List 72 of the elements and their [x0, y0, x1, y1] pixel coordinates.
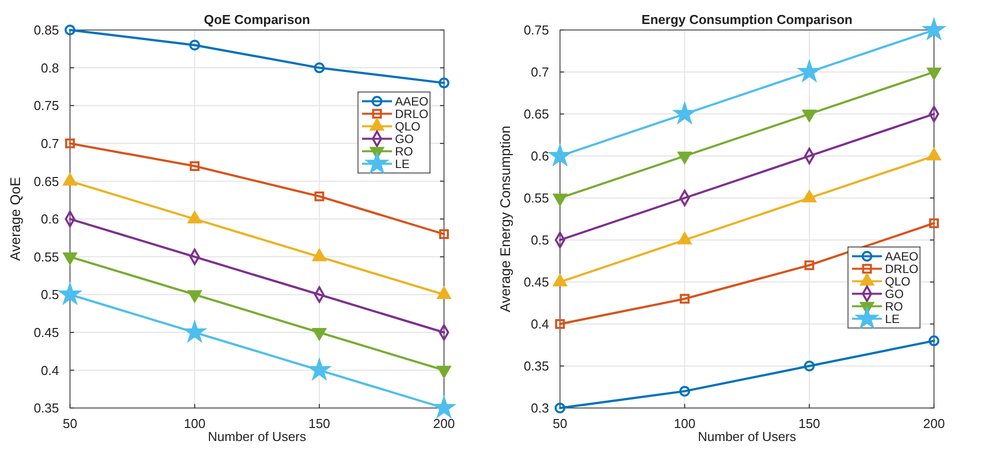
x-axis-title: Number of Users — [698, 429, 797, 444]
point — [679, 386, 690, 397]
x-tick-label: 100 — [674, 416, 696, 431]
legend-label: LE — [885, 312, 900, 326]
point — [804, 260, 814, 270]
y-tick-label: 0.3 — [530, 400, 549, 416]
y-axis-title: Average Energy Consumption — [497, 126, 513, 312]
y-tick-label: 0.55 — [34, 249, 59, 264]
point — [927, 148, 941, 160]
x-tick-label: 100 — [184, 416, 206, 431]
legend-label: RO — [885, 299, 903, 314]
y-tick-label: 0.4 — [530, 316, 549, 332]
y-tick-label: 0.75 — [34, 98, 59, 114]
y-tick-label: 0.7 — [530, 64, 549, 80]
point — [188, 211, 202, 224]
y-tick-label: 0.7 — [40, 136, 59, 151]
legend-label: RO — [395, 144, 413, 158]
legend-label: DRLO — [395, 106, 428, 121]
chart-title: Energy Consumption Comparison — [642, 12, 853, 27]
x-tick-label: 50 — [62, 416, 78, 431]
point — [804, 360, 815, 372]
y-axis-title: Average QoE — [7, 177, 23, 261]
point — [554, 402, 566, 414]
point — [65, 138, 75, 148]
legend-label: QLO — [885, 274, 910, 288]
point — [678, 232, 692, 244]
point — [680, 294, 690, 304]
point — [439, 229, 449, 239]
chart-title: QoE Comparison — [204, 12, 310, 27]
y-tick-label: 0.65 — [34, 174, 59, 189]
point — [437, 286, 451, 299]
y-tick-label: 0.35 — [524, 358, 549, 374]
y-tick-label: 0.6 — [40, 212, 59, 227]
y-tick-label: 0.85 — [34, 22, 59, 38]
point — [314, 191, 324, 202]
point — [64, 24, 76, 36]
x-tick-label: 50 — [552, 416, 568, 431]
point — [308, 359, 330, 380]
point — [928, 335, 940, 346]
point — [929, 218, 939, 228]
y-tick-label: 0.45 — [34, 324, 59, 340]
legend-label: QLO — [395, 119, 420, 134]
y-tick-label: 0.75 — [524, 22, 549, 38]
y-tick-label: 0.45 — [524, 274, 549, 290]
legend-label: DRLO — [885, 262, 918, 276]
x-tick-label: 150 — [798, 416, 820, 431]
x-tick-label: 150 — [308, 416, 330, 431]
y-tick-label: 0.8 — [40, 60, 59, 76]
y-tick-label: 0.5 — [530, 232, 549, 248]
legend-label: LE — [395, 156, 410, 171]
point — [314, 62, 325, 74]
x-tick-label: 200 — [433, 416, 455, 431]
y-tick-label: 0.5 — [40, 287, 59, 302]
legend-label: AAEO — [885, 249, 918, 264]
x-tick-label: 200 — [923, 416, 945, 431]
y-tick-label: 0.65 — [524, 106, 549, 122]
legend-label: GO — [395, 132, 414, 146]
legend-label: GO — [885, 286, 904, 301]
point — [63, 173, 77, 186]
x-axis-title: Number of Users — [208, 429, 307, 444]
y-tick-label: 0.4 — [40, 362, 59, 378]
point — [438, 78, 450, 88]
point — [553, 274, 567, 286]
point — [555, 319, 565, 329]
y-tick-label: 0.55 — [524, 190, 549, 206]
point — [189, 40, 200, 50]
y-tick-label: 0.6 — [530, 148, 549, 164]
point — [802, 190, 816, 202]
legend-label: AAEO — [395, 94, 428, 108]
point — [312, 249, 326, 262]
point — [190, 161, 200, 171]
y-tick-label: 0.35 — [34, 400, 59, 416]
